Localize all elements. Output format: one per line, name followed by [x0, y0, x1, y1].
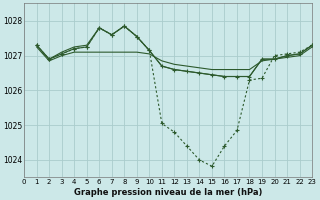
X-axis label: Graphe pression niveau de la mer (hPa): Graphe pression niveau de la mer (hPa) — [74, 188, 262, 197]
